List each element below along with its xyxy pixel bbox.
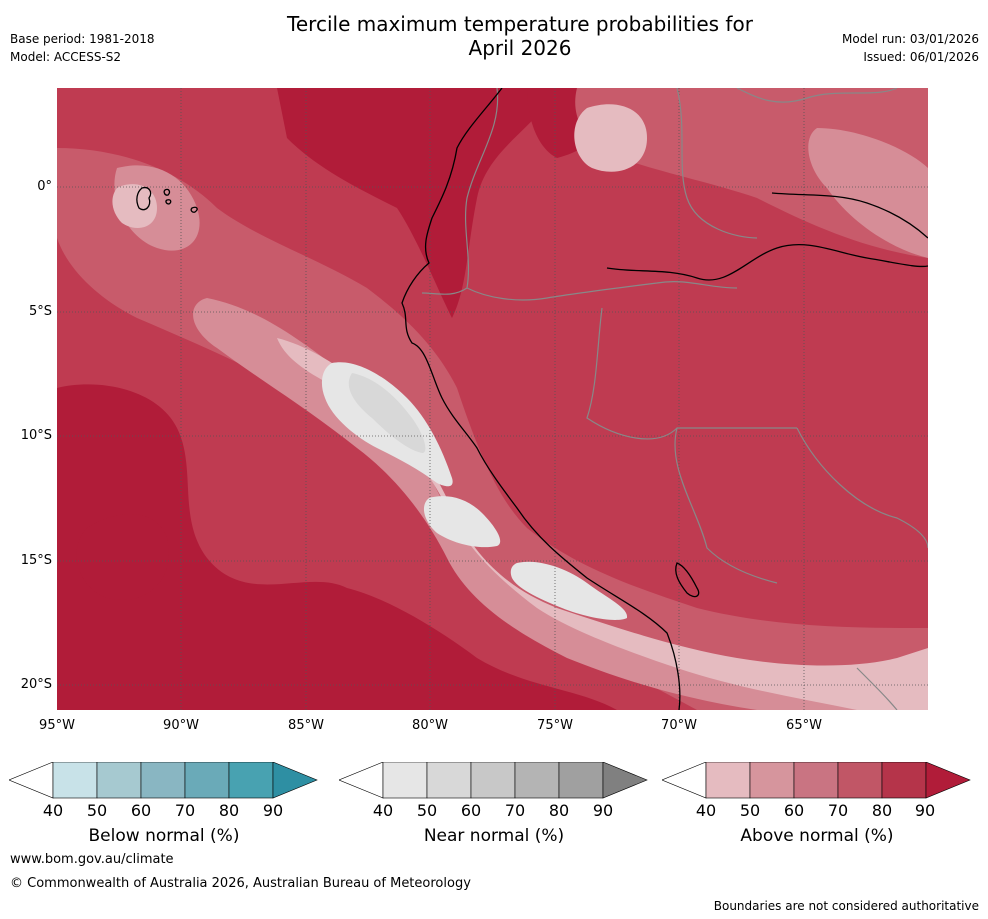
colorbar-segment <box>793 762 839 799</box>
lon-label: 80°W <box>412 718 448 733</box>
model-label: Model: ACCESS-S2 <box>10 50 122 64</box>
lat-label: 10°S <box>20 428 52 443</box>
colorbar-segment <box>228 762 274 799</box>
colorbar-segment <box>470 762 516 799</box>
lon-label: 65°W <box>786 718 822 733</box>
legend-tick: 60 <box>130 801 152 820</box>
legend-tick: 70 <box>827 801 849 820</box>
colorbar-segment <box>96 762 142 799</box>
colorbar-segment <box>705 762 751 799</box>
title-line-1: Tercile maximum temperature probabilitie… <box>287 12 753 36</box>
above-normal-colorbar <box>662 762 971 799</box>
region-above-90-west <box>57 384 617 710</box>
legend-tick: 50 <box>86 801 108 820</box>
legend-tick: 80 <box>218 801 240 820</box>
lat-label: 5°S <box>28 304 52 319</box>
near-normal-colorbar <box>339 762 648 799</box>
colorbar-segment <box>382 762 428 799</box>
title-line-2: April 2026 <box>468 36 572 60</box>
copyright-text: © Commonwealth of Australia 2026, Austra… <box>10 876 471 891</box>
colorbar-segment <box>881 762 927 799</box>
base-period-label: Base period: 1981-2018 <box>10 32 155 46</box>
country-borders <box>421 88 928 710</box>
model-run-label: Model run: 03/01/2026 <box>841 32 979 46</box>
region-above-60-ne <box>808 128 928 258</box>
below-normal-colorbar <box>9 762 318 799</box>
colorbar-segment <box>52 762 98 799</box>
colorbar-segment <box>426 762 472 799</box>
region-above-70 <box>57 148 928 710</box>
colorbar-segment <box>837 762 883 799</box>
colorbar-segment <box>9 762 54 799</box>
legend-tick: 90 <box>914 801 936 820</box>
region-above-50-galapagos <box>112 184 157 228</box>
legend-tick: 50 <box>739 801 761 820</box>
legend-tick: 80 <box>548 801 570 820</box>
region-above-60 <box>193 298 928 710</box>
lat-label: 0° <box>37 179 52 194</box>
latitude-axis: 0° 5°S 10°S 15°S 20°S <box>0 0 52 919</box>
legend-tick: 50 <box>416 801 438 820</box>
legend-tick: 40 <box>695 801 717 820</box>
header-left: Base period: 1981-2018 Model: ACCESS-S2 <box>10 32 155 64</box>
coastline <box>136 88 928 710</box>
legend-tick: 70 <box>174 801 196 820</box>
website-link: www.bom.gov.au/climate <box>10 852 174 867</box>
colorbar-segment <box>749 762 795 799</box>
colorbar-segment <box>514 762 560 799</box>
colorbar-segment <box>662 762 707 799</box>
header-right: Model run: 03/01/2026 Issued: 06/01/2026 <box>842 32 979 64</box>
issued-label: Issued: 06/01/2026 <box>863 50 979 64</box>
colorbar-segment <box>140 762 186 799</box>
lat-label: 15°S <box>20 553 52 568</box>
region-near-50-core <box>348 373 426 453</box>
colorbar-segment <box>339 762 384 799</box>
region-above-90-south <box>76 514 169 600</box>
legend-tick: 70 <box>504 801 526 820</box>
graticule <box>57 88 928 710</box>
lon-label: 70°W <box>661 718 697 733</box>
legend-tick: 80 <box>871 801 893 820</box>
legend-tick: 90 <box>592 801 614 820</box>
above-normal-title: Above normal (%) <box>740 826 894 846</box>
legend-tick: 60 <box>460 801 482 820</box>
lon-label: 85°W <box>288 718 324 733</box>
legend-tick: 90 <box>262 801 284 820</box>
legend-tick: 40 <box>372 801 394 820</box>
disclaimer-text: Boundaries are not considered authoritat… <box>713 899 979 913</box>
lon-label: 75°W <box>537 718 573 733</box>
near-normal-title: Near normal (%) <box>423 826 565 846</box>
lon-label: 95°W <box>39 718 75 733</box>
region-near-40-south <box>510 561 628 620</box>
legend-tick: 60 <box>783 801 805 820</box>
legend-tick: 40 <box>42 801 64 820</box>
colorbar-segment <box>558 762 604 799</box>
lon-label: 90°W <box>163 718 199 733</box>
colorbar-segment <box>272 762 318 799</box>
below-normal-title: Below normal (%) <box>88 826 240 846</box>
colorbar-segment <box>602 762 648 799</box>
region-above-50-north <box>574 104 647 172</box>
lat-label: 20°S <box>20 677 52 692</box>
colorbar-segment <box>925 762 971 799</box>
region-near-40-central <box>423 496 501 548</box>
probability-map <box>57 88 928 710</box>
colorbar-segment <box>184 762 230 799</box>
map-title: Tercile maximum temperature probabilitie… <box>170 12 870 60</box>
